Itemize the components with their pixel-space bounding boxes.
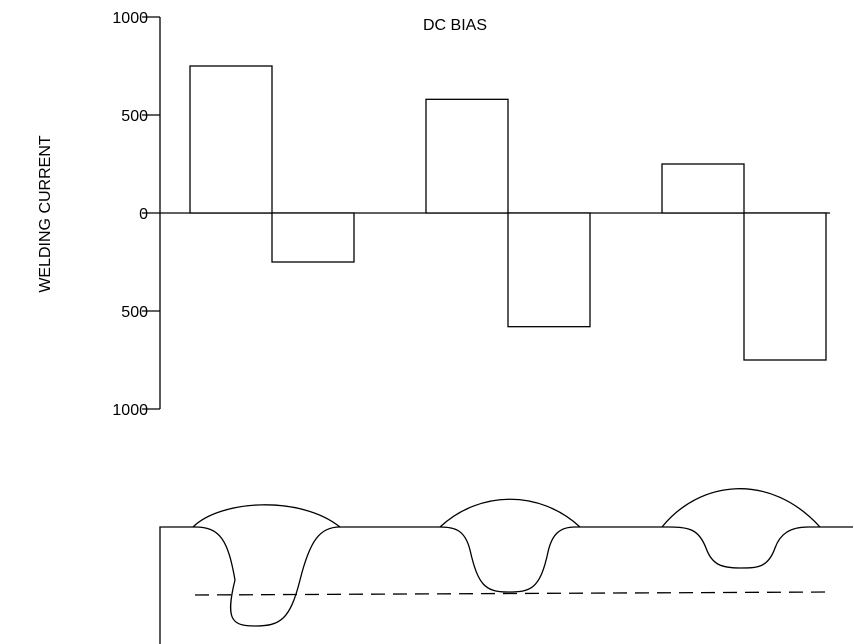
y-tick-label: 1000 bbox=[112, 402, 148, 419]
bar-positive bbox=[661, 163, 745, 214]
bars bbox=[189, 65, 827, 361]
bar-positive bbox=[189, 65, 273, 214]
weld-bead-1 bbox=[192, 504, 341, 528]
bar-negative bbox=[507, 212, 591, 328]
weld-bead-2 bbox=[439, 498, 581, 528]
y-tick-label: 500 bbox=[121, 108, 148, 125]
chart-title: DC BIAS bbox=[423, 17, 487, 34]
workpiece-outline bbox=[159, 526, 853, 644]
dashed-reference-line bbox=[194, 591, 831, 596]
y-tick-label: 0 bbox=[139, 206, 148, 223]
y-axis-label: WELDING CURRENT bbox=[37, 135, 54, 293]
weld-cross-section-diagram bbox=[159, 488, 853, 644]
weld-bead-3 bbox=[661, 488, 821, 528]
y-tick-label: 500 bbox=[121, 304, 148, 321]
bar-positive bbox=[425, 98, 509, 214]
bar-negative bbox=[271, 212, 355, 263]
y-ticks: 1000 500 0 500 1000 bbox=[112, 10, 160, 419]
y-tick-label: 1000 bbox=[112, 10, 148, 27]
bar-negative bbox=[743, 212, 827, 361]
